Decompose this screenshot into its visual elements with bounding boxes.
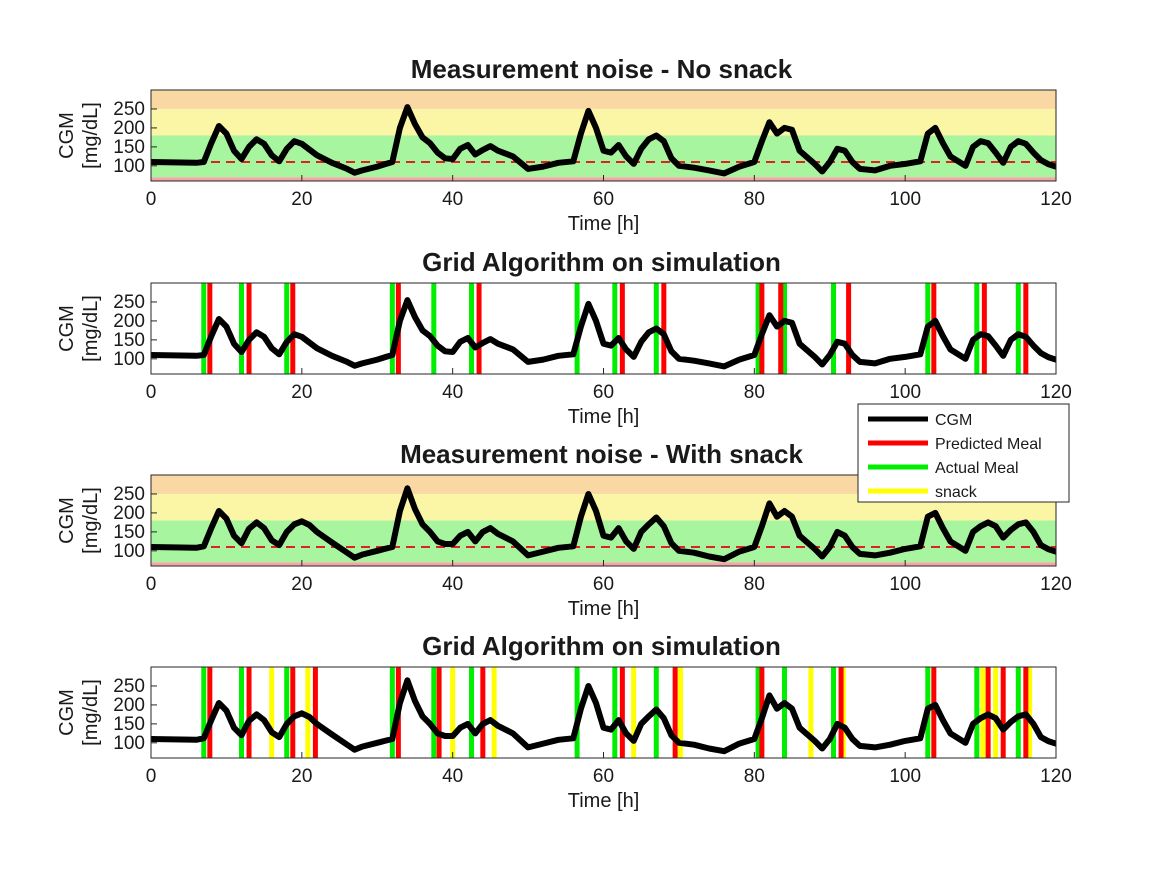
x-tick-label: 120 bbox=[1040, 574, 1072, 595]
x-tick-label: 0 bbox=[146, 766, 157, 787]
y-tick-label: 200 bbox=[113, 311, 145, 332]
x-tick-label: 0 bbox=[146, 189, 157, 210]
x-tick-label: 60 bbox=[593, 189, 614, 210]
y-axis-label-line: CGM bbox=[56, 112, 78, 159]
legend-label: CGM bbox=[935, 412, 972, 429]
plot-area bbox=[151, 475, 1056, 566]
x-tick-label: 40 bbox=[442, 574, 463, 595]
x-tick-label: 80 bbox=[744, 574, 765, 595]
y-axis-label: CGM [mg/dL] bbox=[56, 679, 102, 746]
legend-label: Predicted Meal bbox=[935, 436, 1042, 453]
y-tick-label: 100 bbox=[113, 349, 145, 370]
y-axis-label-line: CGM bbox=[56, 689, 78, 736]
y-tick-label: 200 bbox=[113, 695, 145, 716]
y-axis-label-line: [mg/dL] bbox=[80, 102, 102, 169]
panel-title: Grid Algorithm on simulation bbox=[422, 247, 781, 277]
x-tick-label: 100 bbox=[889, 574, 921, 595]
panel-title: Measurement noise - With snack bbox=[400, 439, 803, 469]
x-tick-label: 120 bbox=[1040, 189, 1072, 210]
range-band bbox=[151, 90, 1056, 109]
y-tick-label: 150 bbox=[113, 522, 145, 543]
y-tick-label: 150 bbox=[113, 137, 145, 158]
y-axis-label: CGM [mg/dL] bbox=[56, 487, 102, 554]
y-axis-label-line: CGM bbox=[56, 305, 78, 352]
y-axis-label-line: CGM bbox=[56, 497, 78, 544]
x-tick-label: 80 bbox=[744, 189, 765, 210]
x-tick-label: 20 bbox=[291, 766, 312, 787]
y-axis-label-line: [mg/dL] bbox=[80, 295, 102, 362]
cgm-series-line bbox=[151, 677, 1056, 755]
x-tick-label: 60 bbox=[593, 766, 614, 787]
x-tick-label: 120 bbox=[1040, 382, 1072, 403]
plot-area bbox=[151, 90, 1056, 181]
x-axis-label: Time [h] bbox=[568, 406, 640, 428]
y-tick-label: 200 bbox=[113, 118, 145, 139]
x-tick-label: 60 bbox=[593, 382, 614, 403]
x-tick-label: 100 bbox=[889, 382, 921, 403]
x-tick-label: 100 bbox=[889, 766, 921, 787]
y-tick-label: 100 bbox=[113, 541, 145, 562]
x-tick-label: 40 bbox=[442, 766, 463, 787]
x-tick-label: 0 bbox=[146, 382, 157, 403]
legend-label: Actual Meal bbox=[935, 460, 1019, 477]
x-tick-label: 0 bbox=[146, 574, 157, 595]
y-axis-label-line: [mg/dL] bbox=[80, 679, 102, 746]
cgm-series-line bbox=[151, 297, 1056, 370]
y-axis-label: CGM [mg/dL] bbox=[56, 102, 102, 169]
y-tick-label: 250 bbox=[113, 99, 145, 120]
y-tick-label: 100 bbox=[113, 733, 145, 754]
y-tick-label: 150 bbox=[113, 714, 145, 735]
x-tick-label: 40 bbox=[442, 189, 463, 210]
x-tick-label: 100 bbox=[889, 189, 921, 210]
x-axis-label: Time [h] bbox=[568, 213, 640, 235]
legend-label: snack bbox=[935, 484, 978, 501]
y-tick-label: 250 bbox=[113, 676, 145, 697]
range-band bbox=[151, 475, 1056, 494]
y-axis-label: CGM [mg/dL] bbox=[56, 295, 102, 362]
y-tick-label: 100 bbox=[113, 156, 145, 177]
plot-area bbox=[151, 283, 1056, 374]
x-tick-label: 60 bbox=[593, 574, 614, 595]
y-tick-label: 250 bbox=[113, 484, 145, 505]
panel-title: Measurement noise - No snack bbox=[411, 54, 793, 84]
x-tick-label: 20 bbox=[291, 574, 312, 595]
cgm-series-line bbox=[151, 104, 1056, 177]
panel-title: Grid Algorithm on simulation bbox=[422, 631, 781, 661]
x-tick-label: 20 bbox=[291, 382, 312, 403]
legend: CGM Predicted Meal Actual Meal snack bbox=[857, 403, 1070, 503]
plot-area bbox=[151, 667, 1056, 758]
range-band bbox=[151, 108, 1056, 136]
x-tick-label: 120 bbox=[1040, 766, 1072, 787]
x-tick-label: 20 bbox=[291, 189, 312, 210]
x-tick-label: 80 bbox=[744, 766, 765, 787]
y-axis-label-line: [mg/dL] bbox=[80, 487, 102, 554]
y-tick-label: 200 bbox=[113, 503, 145, 524]
x-axis-label: Time [h] bbox=[568, 790, 640, 812]
x-tick-label: 80 bbox=[744, 382, 765, 403]
cgm-series-line bbox=[151, 485, 1056, 563]
x-axis-label: Time [h] bbox=[568, 598, 640, 620]
y-tick-label: 250 bbox=[113, 292, 145, 313]
x-tick-label: 40 bbox=[442, 382, 463, 403]
y-tick-label: 150 bbox=[113, 330, 145, 351]
